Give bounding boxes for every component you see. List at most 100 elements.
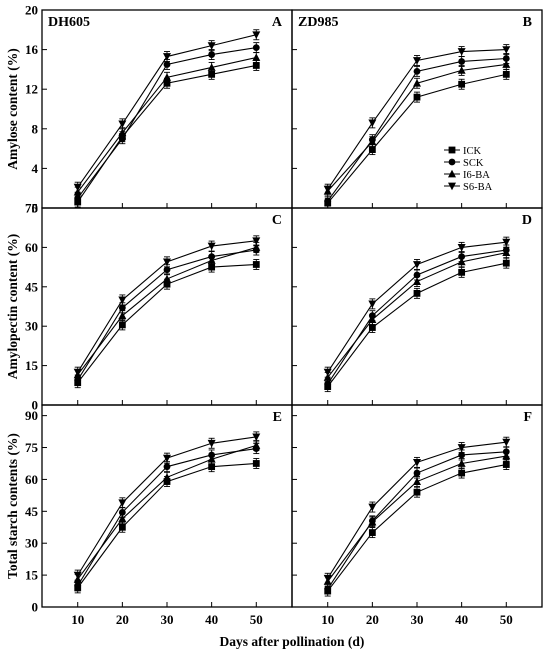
y-axis-title: Amylose content (%) [5, 48, 20, 169]
panel-a-series-sck-point [208, 51, 216, 58]
panel-d-series-i6-ba-point [368, 315, 377, 324]
panel-a-ytick-label: 4 [32, 161, 39, 176]
panel-f-xtick-label: 50 [500, 612, 513, 627]
panel-c-series-sck-point [163, 266, 171, 274]
panel-c-ytick-label: 60 [25, 240, 38, 255]
panel-a-series-i6-ba-point [207, 63, 216, 71]
panel-a-series-i6-ba-point [252, 53, 261, 61]
panel-c-series-sck-point [118, 304, 126, 312]
panel-d-series-s6-ba-point [368, 300, 377, 309]
panel-e-series-ick-point [118, 523, 126, 531]
panel-b-series-sck-point [324, 197, 332, 205]
panel-b-series-ick-point [458, 80, 466, 88]
panel-d-series-i6-ba-point [457, 257, 466, 266]
panel-f-xtick-label: 10 [321, 612, 334, 627]
panel-e-ytick-label: 0 [32, 600, 39, 615]
x-axis-title: Days after pollination (d) [220, 634, 365, 649]
panel-e-series-s6-ba-point [73, 571, 82, 580]
panel-d-series-i6-ba-point [413, 277, 421, 285]
panel-e-ytick-label: 30 [25, 536, 38, 551]
panel-b-series-ick-point [413, 93, 421, 101]
legend-marker-ick [448, 146, 456, 154]
panel-e-series-i6-ba-point [252, 441, 261, 449]
panel-a-series-i6-ba-point [118, 128, 127, 137]
legend-label: SCK [463, 158, 484, 169]
panel-f-series-i6-ba-point [413, 477, 421, 485]
panel-c-series-i6-ba-point [118, 311, 127, 320]
panel-a-series-s6-ba-point [207, 42, 216, 50]
panel-b-series-s6-ba-point [368, 119, 377, 128]
panel-f-series-sck-point [324, 585, 332, 593]
panel-c-series-ick-point [252, 261, 260, 268]
panel-f-xtick-label: 20 [366, 612, 379, 627]
panel-e-series-s6-ba-point [207, 439, 216, 448]
panel-d-series-ick-point [413, 289, 421, 297]
panel-a-series-sck-point [118, 135, 126, 143]
panel-a-series-ick-point [252, 62, 260, 69]
panel-e-series-i6-ba-point [163, 473, 171, 481]
panel-c-series-s6-ba-point [163, 258, 171, 267]
panel-c-series-s6-ba-point [207, 242, 216, 251]
panel-a-title: DH605 [48, 15, 90, 30]
panel-d-series-ick-point [458, 268, 466, 276]
panel-c-ytick-label: 45 [25, 279, 39, 294]
panel-b-title: ZD985 [298, 15, 338, 30]
panel-f-series-i6-ba-point [502, 451, 511, 460]
y-axis-title: Amylopectin content (%) [5, 234, 20, 379]
panel-c-series-ick-point [118, 321, 126, 329]
panel-f-series-s6-ba-point [502, 438, 511, 447]
panel-b-series-ick-point [502, 70, 510, 78]
panel-f-series-ick-point [368, 529, 376, 536]
panel-e-ytick-label: 90 [25, 408, 38, 423]
panel-f-series-ick-point [458, 469, 466, 477]
panel-a-ytick-label: 8 [32, 121, 39, 136]
panel-a-series-s6-ba-point [252, 31, 261, 39]
panel-f-letter: F [523, 410, 532, 425]
panel-f-series-s6-ba-point [457, 444, 466, 452]
panel-c-series-i6-ba-point [252, 243, 261, 251]
panel-a-letter: A [272, 15, 283, 30]
panel-e-ytick-label: 45 [25, 504, 39, 519]
panel-e-xtick-label: 20 [116, 612, 129, 627]
panel-f-xtick-label: 40 [455, 612, 468, 627]
legend-marker-i6-ba [448, 169, 456, 178]
panel-d-series-s6-ba-point [457, 244, 466, 252]
panel-f-series-sck-point [458, 451, 466, 459]
panel-b-series-i6-ba-point [457, 66, 466, 74]
panel-a-ytick-label: 0 [32, 201, 39, 216]
panel-b-series-s6-ba-point [413, 57, 421, 65]
panel-e-xtick-label: 40 [205, 612, 218, 627]
panel-d-series-s6-ba-point [413, 261, 421, 269]
legend-marker-sck [448, 158, 456, 166]
panel-a-series-sck-line [77, 47, 257, 199]
panel-a-ytick-label: 12 [25, 82, 38, 97]
panel-c-series-i6-ba-point [163, 274, 171, 283]
panel-a-series-s6-ba-point [73, 183, 82, 192]
panel-e-series-sck-point [163, 463, 171, 471]
legend-marker-s6-ba [448, 182, 456, 191]
panel-e-ytick-label: 60 [25, 472, 38, 487]
panel-c-series-s6-ba-point [118, 296, 127, 305]
panel-e-series-ick-point [252, 460, 260, 467]
panel-e-letter: E [273, 410, 282, 425]
panel-b-series-s6-ba-point [457, 48, 466, 56]
panel-c-ytick-label: 30 [25, 319, 38, 334]
panel-b-series-ick-point [368, 146, 376, 153]
panel-b-series-s6-ba-point [323, 185, 332, 194]
legend-label: I6-BA [463, 170, 490, 181]
panel-a-series-i6-ba-point [163, 73, 171, 81]
panel-e-series-ick-point [208, 463, 216, 471]
panel-e-series-s6-ba-point [118, 499, 127, 508]
panel-e-xtick-label: 50 [250, 612, 263, 627]
panel-b-series-sck-point [502, 55, 510, 62]
panel-f-series-ick-point [502, 461, 510, 468]
panel-e-xtick-label: 10 [71, 612, 84, 627]
panel-d-series-s6-ba-point [323, 368, 332, 377]
panel-a-series-s6-ba-point [118, 120, 127, 129]
panel-a-series-s6-ba-point [163, 53, 171, 61]
panel-e-series-s6-ba-point [252, 433, 261, 442]
panel-c-ytick-label: 0 [32, 398, 39, 413]
panel-d-series-ick-point [502, 259, 510, 267]
panel-f-xtick-label: 30 [411, 612, 424, 627]
y-axis-title: Total starch contents (%) [5, 433, 20, 579]
